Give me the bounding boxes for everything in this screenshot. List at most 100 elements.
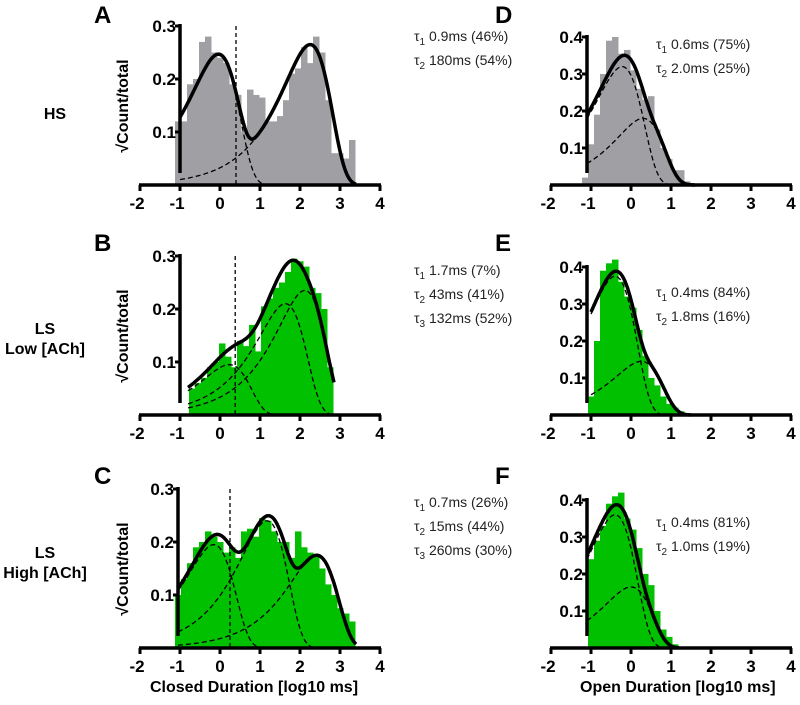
histogram-bar-f [588, 559, 595, 648]
histogram-bar-c [331, 595, 338, 648]
histogram-bar-c [289, 557, 296, 648]
histogram-bar-a [337, 153, 344, 185]
histogram-bar-a [271, 121, 278, 185]
tau-value: 1.7ms [425, 262, 471, 278]
histogram-bar-e [594, 341, 601, 415]
histogram-bar-c [277, 542, 284, 648]
x-tick-label-a: -2 [129, 194, 144, 213]
histogram-bar-c [223, 552, 230, 648]
histogram-bar-f [624, 518, 631, 648]
tau-percent: (41%) [467, 286, 505, 302]
histogram-bar-e [660, 396, 667, 415]
tau-percent: (16%) [713, 308, 751, 324]
y-tick-label-f: 0.1 [559, 602, 583, 621]
y-tick-label-b: 0.3 [152, 247, 176, 266]
time-constant-label-c: τ1 0.7ms (26%) [414, 494, 508, 514]
x-tick-label-b: 4 [375, 424, 385, 443]
y-tick-label-b: 0.2 [152, 300, 176, 319]
x-tick-label-d: 2 [706, 194, 715, 213]
tau-value: 132ms [425, 310, 475, 326]
x-tick-label-e: 0 [626, 424, 635, 443]
tau-percent: (84%) [713, 284, 751, 300]
total-fit-curve-a [178, 42, 357, 186]
histogram-bar-f [606, 503, 613, 648]
histogram-bar-a [253, 94, 260, 185]
panel-letter-d: D [495, 2, 513, 29]
time-constant-label-b: τ2 43ms (41%) [414, 286, 504, 306]
histogram-bar-a [295, 68, 302, 185]
tau-index: 2 [419, 526, 426, 538]
histogram-bar-a [229, 84, 236, 185]
histogram-bar-c [205, 531, 212, 648]
tau-symbol: τ [414, 28, 420, 44]
tau-value: 2.0ms [667, 60, 713, 76]
y-tick-label-a: 0.1 [152, 123, 176, 142]
time-constant-label-b: τ1 1.7ms (7%) [414, 262, 501, 282]
histogram-bar-c [241, 531, 248, 648]
histogram-bar-e [636, 329, 643, 415]
time-constant-label-e: τ2 1.8ms (16%) [656, 308, 750, 328]
histogram-bar-d [648, 96, 655, 185]
total-fit-curve-c [176, 513, 358, 646]
histogram-bar-f [594, 540, 601, 648]
histogram-bar-c [319, 568, 326, 648]
tau-percent: (46%) [471, 28, 509, 44]
y-tick-label-a: 0.2 [152, 70, 176, 89]
histogram-bar-f [642, 574, 649, 648]
total-fit-curve-f [585, 502, 681, 650]
row-label-ls-low: LS Low [ACh] [0, 320, 90, 360]
histogram-bar-a [349, 139, 356, 185]
histogram-bar-e [600, 270, 607, 415]
histogram-bar-c [259, 518, 266, 648]
histogram-bar-e [612, 259, 619, 415]
histogram-bar-b [213, 362, 220, 415]
tau-symbol: τ [656, 284, 662, 300]
histogram-bar-b [285, 271, 292, 415]
histogram-bar-d [612, 37, 619, 185]
histogram-bar-a [211, 52, 218, 185]
histogram-bar-c [199, 542, 206, 648]
x-tick-label-f: 4 [786, 657, 796, 676]
histogram-bar-e [648, 378, 655, 415]
histogram-bar-a [235, 94, 242, 185]
tau-index: 1 [419, 270, 426, 282]
time-constant-label-c: τ3 260ms (30%) [414, 542, 512, 562]
histogram-bar-b [237, 340, 244, 415]
x-tick-label-f: 0 [626, 657, 635, 676]
histogram-bar-b [255, 351, 262, 415]
histogram-bar-d [582, 177, 589, 185]
x-tick-label-c: -1 [169, 657, 184, 676]
histogram-bar-a [325, 100, 332, 185]
time-constant-label-b: τ3 132ms (52%) [414, 310, 512, 330]
histogram-bar-b [273, 287, 280, 415]
y-tick-label-e: 0.2 [559, 332, 583, 351]
time-constant-label-d: τ2 2.0ms (25%) [656, 60, 750, 80]
y-axis-label-b: √Count/total [115, 289, 132, 383]
histogram-bar-c [187, 563, 194, 648]
histogram-bar-a [289, 73, 296, 185]
histogram-bar-c [229, 547, 236, 648]
tau-index: 2 [661, 546, 668, 558]
histogram-bar-d [642, 99, 649, 185]
x-axis-label-open: Open Duration [log10 ms] [580, 679, 776, 696]
histogram-bar-d [678, 170, 685, 185]
x-tick-label-a: -1 [169, 194, 184, 213]
histogram-bar-c [301, 547, 308, 648]
histogram-bar-d [624, 49, 631, 186]
histogram-bar-b [291, 258, 298, 415]
tau-value: 0.4ms [667, 284, 713, 300]
row-label-ls-high: LS High [ACh] [0, 544, 90, 584]
tau-index: 3 [419, 318, 426, 330]
histogram-bar-e [666, 403, 673, 415]
histogram-bar-b [201, 377, 208, 415]
y-axis-label-a: √Count/total [115, 59, 132, 153]
tau-symbol: τ [656, 514, 662, 530]
histogram-bar-a [223, 63, 230, 185]
row-label-ls-low-line2: Low [ACh] [5, 341, 85, 358]
x-tick-label-d: -1 [580, 194, 595, 213]
histogram-bar-c [283, 542, 290, 648]
histogram-bar-c [325, 584, 332, 648]
histogram-bar-a [277, 116, 284, 185]
tau-index: 3 [419, 550, 426, 562]
x-tick-label-a: 0 [215, 194, 224, 213]
